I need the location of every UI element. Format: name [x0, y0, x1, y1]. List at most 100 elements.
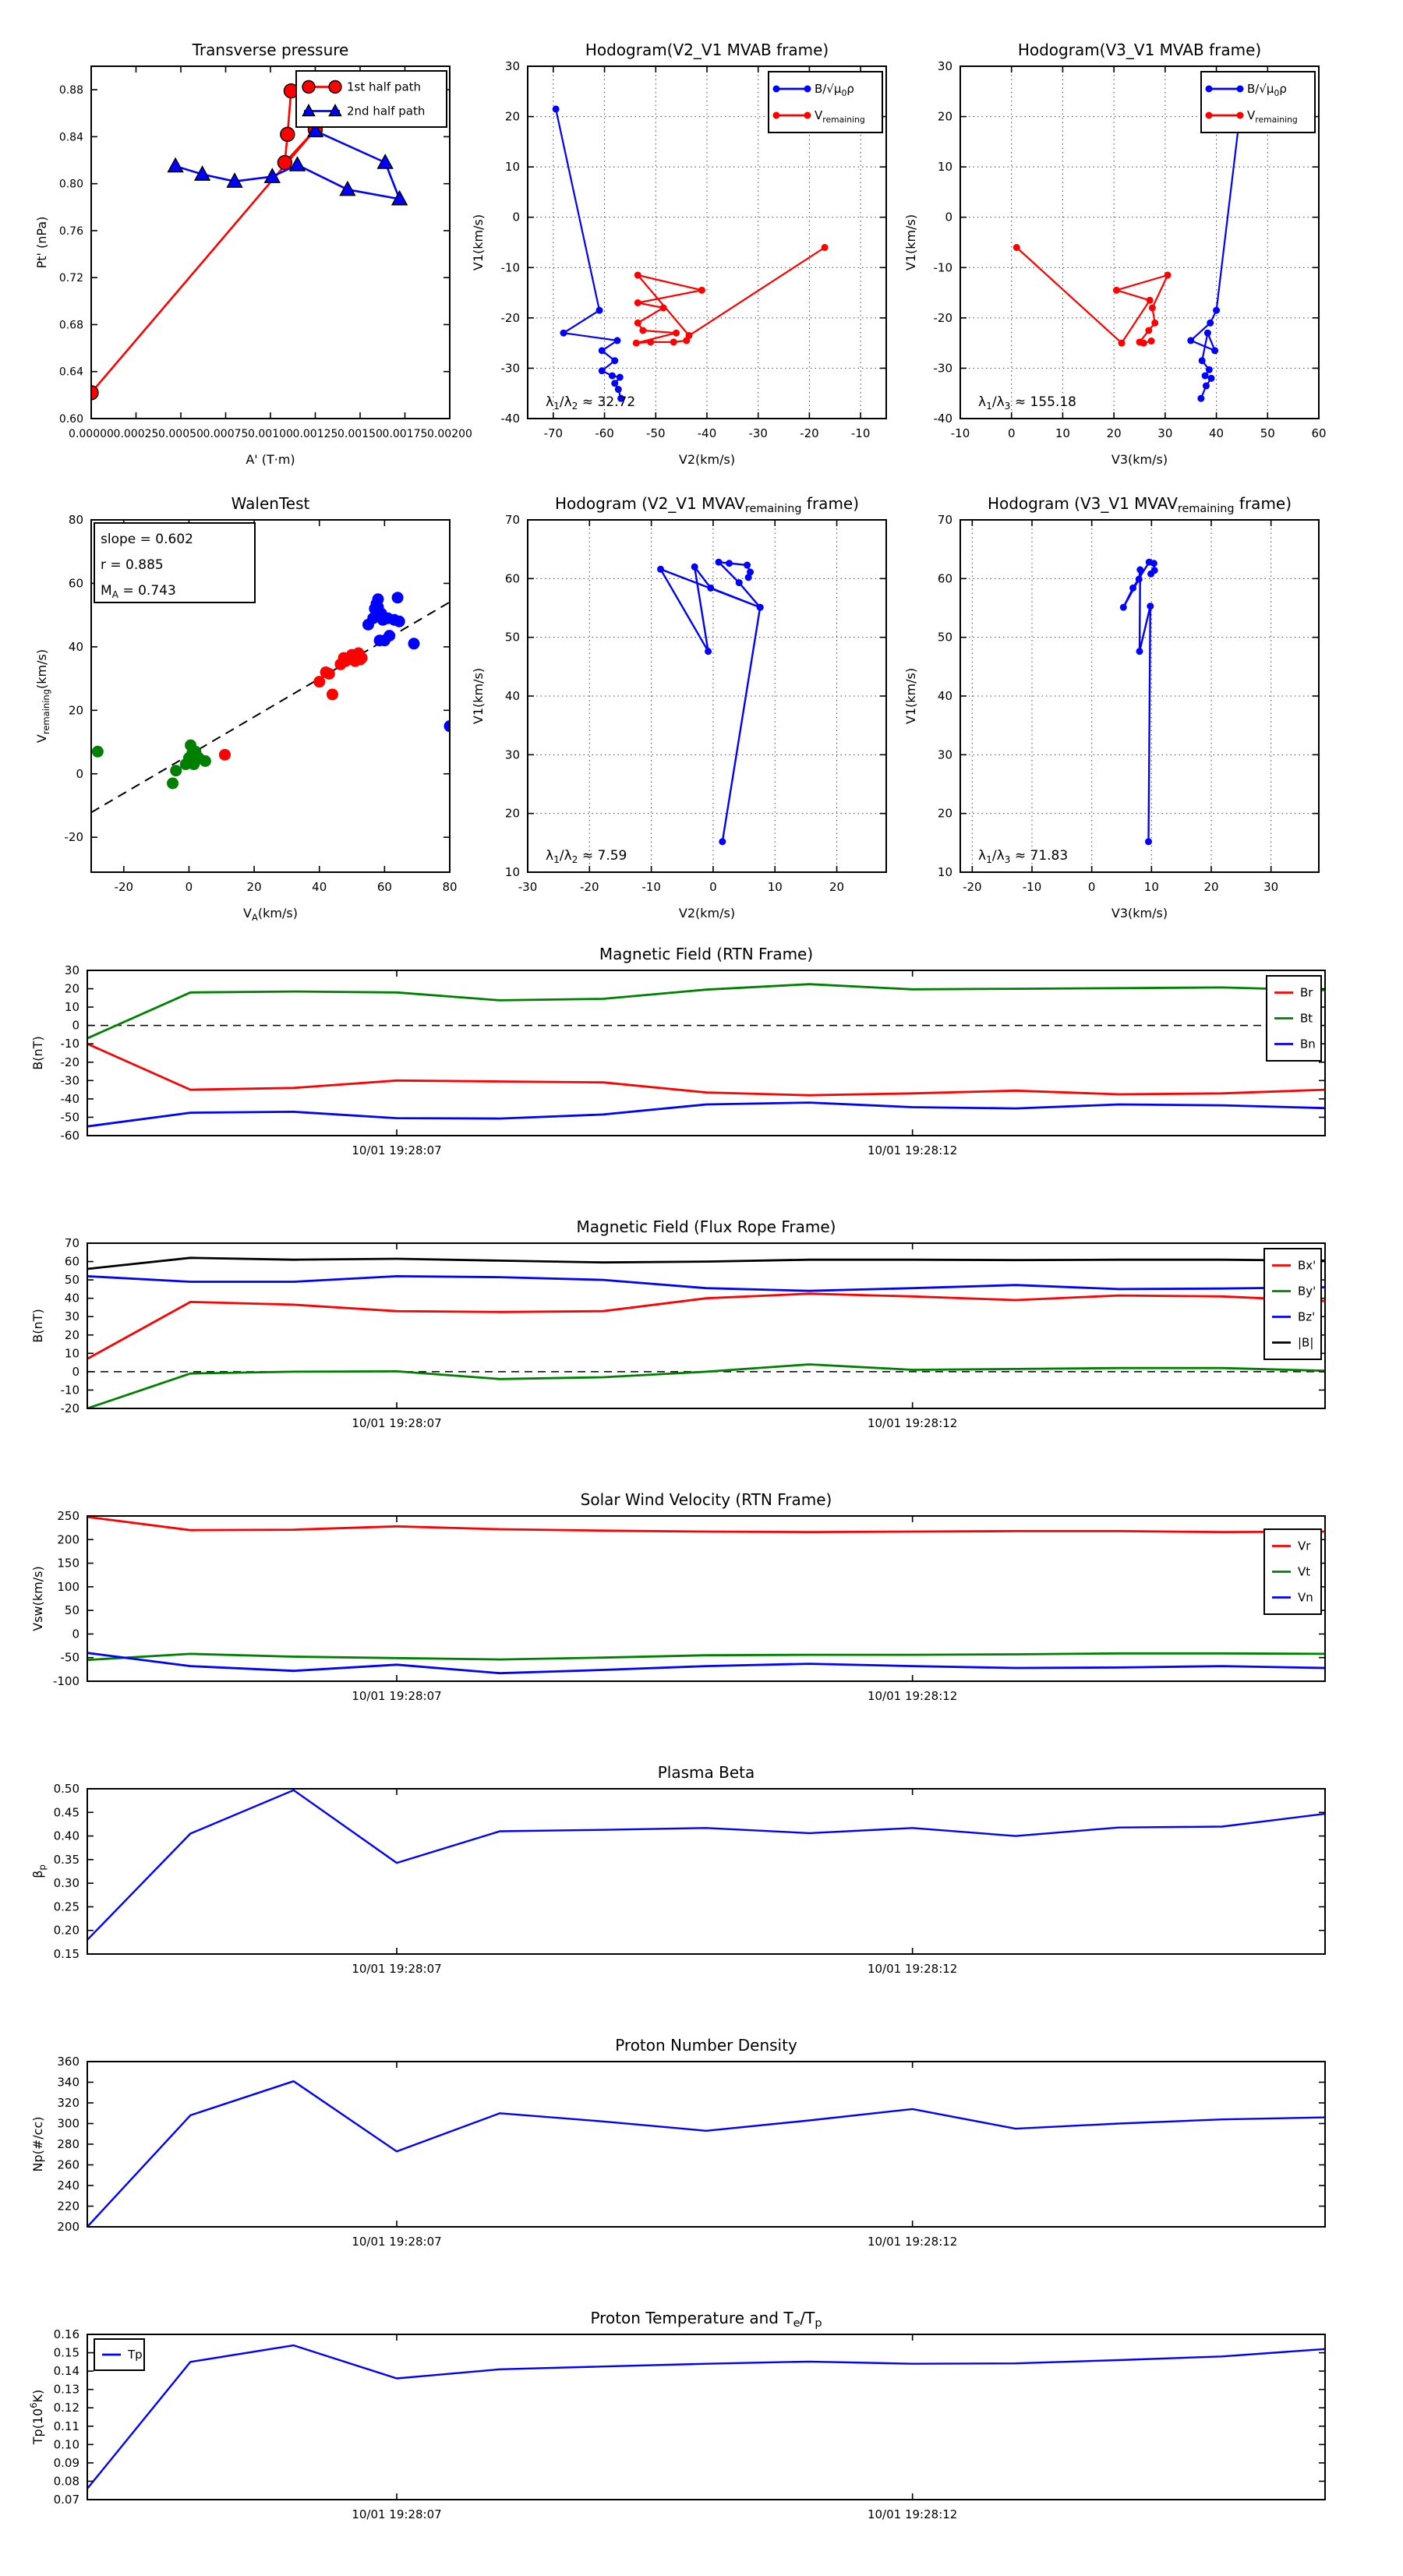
magnetic-field-flux-rope-ytick: 30 — [65, 1309, 80, 1323]
hodogram-v3v1-mvav-xtick: -10 — [1023, 880, 1042, 894]
marker-dot — [608, 372, 616, 380]
solar-wind-velocity-title: Solar Wind Velocity (RTN Frame) — [581, 1490, 832, 1509]
hodogram-v2v1-mvav-ytick: 10 — [505, 865, 520, 879]
magnetic-field-rtn-ytick: -20 — [61, 1055, 80, 1069]
transverse-pressure-legend-label: 2nd half path — [347, 104, 425, 118]
hodogram-v3v1-mvab-legend-box — [1200, 71, 1316, 133]
hodogram-v2v1-mvav-annotation: λ1/λ2 ≈ 7.59 — [546, 848, 627, 865]
marker-dot — [218, 748, 231, 761]
chart-hodogram-v2v1-mvav: -30 -20 -10 0 10 20 10 20 30 40 50 60 70 Hodogram (V2… — [471, 494, 887, 921]
walen-test-xtick: 20 — [247, 880, 262, 894]
solar-wind-velocity-ylabel: Vsw(km/s) — [30, 1566, 45, 1631]
marker-dot — [595, 306, 603, 314]
hodogram-v3v1-mvab-title: Hodogram(V3_V1 MVAB frame) — [1018, 41, 1261, 59]
hodogram-v3v1-mvav-xtick: 20 — [1203, 880, 1218, 894]
magnetic-field-flux-rope-legend-box — [1263, 1248, 1322, 1360]
proton-number-density-ytick: 220 — [57, 2200, 80, 2214]
proton-number-density-title: Proton Number Density — [615, 2036, 797, 2055]
walen-test-infobox-line: slope = 0.602 — [101, 532, 193, 547]
solar-wind-velocity-series-Vn — [87, 1652, 1325, 1675]
proton-temperature-ytick: 0.08 — [54, 2474, 80, 2488]
magnetic-field-rtn-series-Br — [87, 1042, 1325, 1097]
marker-dot — [598, 367, 606, 375]
magnetic-field-rtn-ytick: 30 — [65, 963, 80, 977]
transverse-pressure-ylabel: Pt' (nPa) — [34, 217, 49, 269]
marker-dot — [313, 676, 326, 688]
plasma-beta-ytick: 0.20 — [54, 1924, 80, 1938]
magnetic-field-flux-rope-series-By' — [87, 1363, 1325, 1408]
proton-temperature-ytick: 0.07 — [54, 2493, 80, 2507]
hodogram-v3v1-mvab-ytick: -40 — [934, 412, 953, 426]
proton-temperature-frame — [87, 2334, 1326, 2500]
transverse-pressure-xtick: 0.00075 — [203, 428, 249, 440]
proton-temperature-ytick: 0.10 — [54, 2437, 80, 2451]
marker-dot — [1213, 306, 1221, 314]
hodogram-v2v1-mvab-ytick: -30 — [501, 361, 521, 375]
solar-wind-velocity-ytick: 250 — [57, 1509, 80, 1523]
proton-number-density-ytick: 240 — [57, 2178, 80, 2193]
marker-dot — [1151, 319, 1159, 327]
hodogram-v2v1-mvab-xtick: -30 — [748, 426, 768, 440]
hodogram-v3v1-mvav-xtick: 0 — [1088, 880, 1096, 894]
plasma-beta-ytick: 0.40 — [54, 1829, 80, 1843]
hodogram-v3v1-mvab-legend-label: Vremaining — [1247, 108, 1298, 125]
marker-dot — [1202, 382, 1210, 390]
hodogram-v3v1-mvab-ytick: 20 — [938, 110, 952, 124]
transverse-pressure-xtick: 0.00175 — [383, 428, 428, 440]
hodogram-v3v1-mvav-annotation: λ1/λ3 ≈ 71.83 — [978, 848, 1068, 865]
solar-wind-velocity-ytick: -100 — [53, 1674, 80, 1688]
magnetic-field-flux-rope-ytick: 60 — [65, 1255, 80, 1269]
hodogram-v2v1-mvav-ytick: 50 — [505, 631, 520, 645]
solar-wind-velocity-xtick: 10/01 19:28:07 — [352, 1689, 441, 1703]
walen-test-ytick: 80 — [69, 513, 83, 527]
chart-transverse-pressure: 0.00000 0.00025 0.00050 0.00075 0.00100 0.001… — [34, 41, 472, 467]
magnetic-field-flux-rope-legend-label: |B| — [1298, 1336, 1313, 1350]
hodogram-v2v1-mvab-ytick: 10 — [505, 160, 520, 174]
proton-number-density-ytick: 280 — [57, 2137, 80, 2151]
marker-dot — [1145, 838, 1152, 846]
walen-test-xtick: -20 — [115, 880, 134, 894]
transverse-pressure-ytick: 0.84 — [59, 131, 83, 143]
magnetic-field-rtn-ytick: 20 — [65, 982, 80, 996]
hodogram-v2v1-mvab-legend-label: B/√μ0ρ — [815, 82, 854, 98]
chart-hodogram-v3v1-mvab: -10 0 10 20 30 40 50 60 -40 -30 -20 -10 0 10 20 30 Hodog… — [903, 41, 1327, 467]
marker-dot — [657, 565, 665, 573]
marker-dot — [167, 777, 179, 790]
hodogram-v2v1-mvav-ytick: 20 — [505, 807, 520, 821]
magnetic-field-flux-rope-legend-label: By' — [1298, 1284, 1316, 1299]
solar-wind-velocity-ytick: 100 — [57, 1580, 80, 1594]
solar-wind-velocity-xtick: 10/01 19:28:12 — [868, 1689, 957, 1703]
marker-dot — [698, 286, 705, 294]
hodogram-v2v1-mvab-ytick: -10 — [501, 260, 521, 274]
magnetic-field-rtn-xtick: 10/01 19:28:12 — [868, 1143, 957, 1157]
marker-dot — [355, 652, 368, 664]
marker-dot — [1211, 347, 1219, 355]
marker-dot — [647, 338, 655, 346]
hodogram-v3v1-mvav-ytick: 50 — [938, 631, 952, 645]
walen-test-ytick: 0 — [76, 767, 83, 781]
plasma-beta-ytick: 0.25 — [54, 1899, 80, 1913]
transverse-pressure-title: Transverse pressure — [192, 41, 349, 59]
marker-dot — [323, 667, 335, 680]
plasma-beta-ytick: 0.35 — [54, 1853, 80, 1867]
hodogram-v3v1-mvav-xtick: 10 — [1144, 880, 1159, 894]
marker-dot — [673, 329, 680, 337]
marker-circle — [277, 154, 293, 171]
magnetic-field-rtn-series-Bt — [87, 983, 1325, 1040]
marker-dot — [1236, 85, 1244, 93]
marker-triangle — [328, 104, 342, 117]
hodogram-v2v1-mvav-xtick: 0 — [709, 880, 717, 894]
marker-dot — [552, 105, 560, 113]
walen-test-ytick: 20 — [69, 703, 83, 717]
magnetic-field-rtn-ytick: -50 — [61, 1110, 80, 1124]
transverse-pressure-ytick: 0.68 — [59, 319, 83, 331]
hodogram-v2v1-mvab-legend-label: Vremaining — [815, 108, 865, 125]
solar-wind-velocity-ytick: 150 — [57, 1557, 80, 1571]
hodogram-v3v1-mvab-ytick: -10 — [934, 260, 953, 274]
transverse-pressure-xtick: 0.00100 — [248, 428, 293, 440]
transverse-pressure-ytick: 0.60 — [59, 413, 83, 426]
walen-test-infobox-line: MA = 0.743 — [101, 583, 176, 600]
hodogram-v2v1-mvav-ytick: 30 — [505, 747, 520, 761]
hodogram-v2v1-mvab-ytick: 30 — [505, 59, 520, 73]
plasma-beta-xtick: 10/01 19:28:12 — [868, 1962, 957, 1976]
